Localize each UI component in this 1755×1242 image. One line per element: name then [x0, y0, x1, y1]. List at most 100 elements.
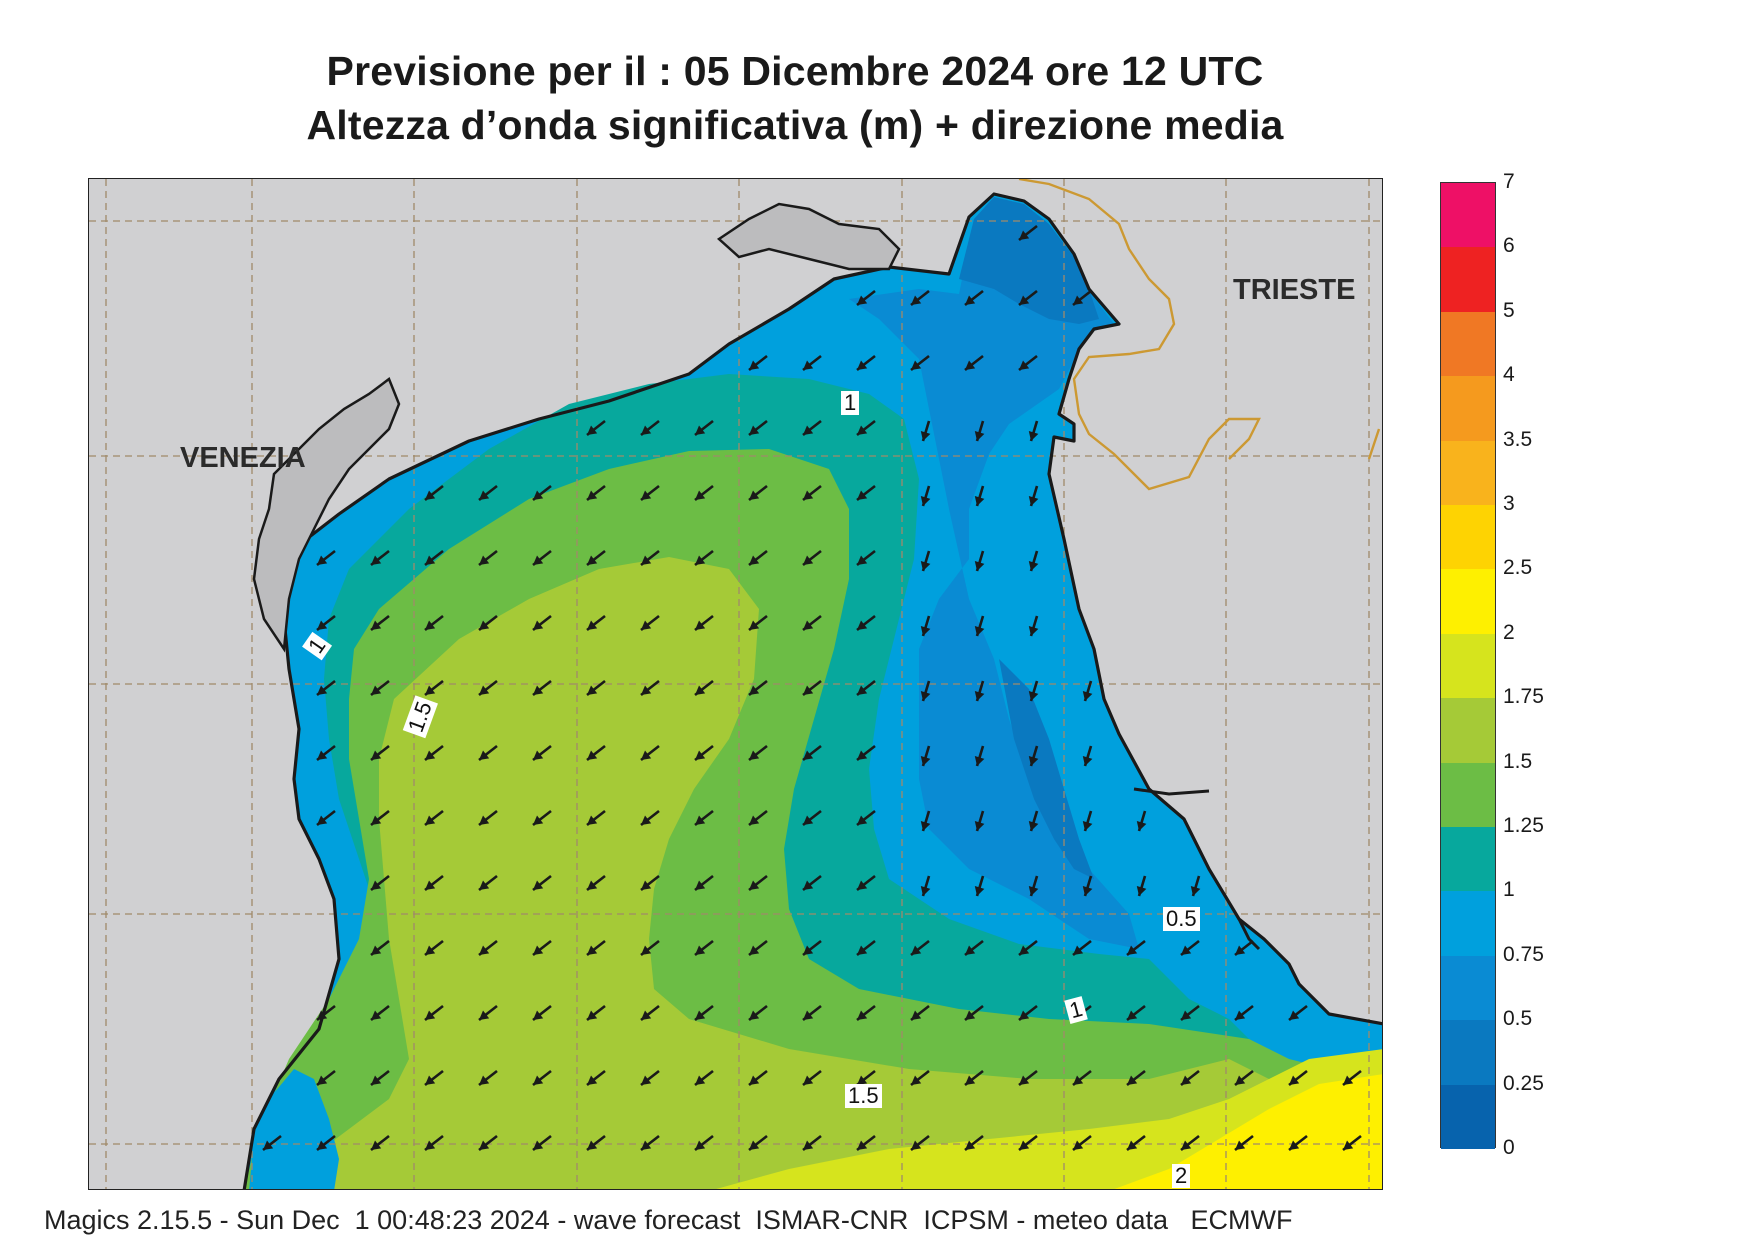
wave-arrow-head: [533, 815, 544, 825]
city-label-venezia: VENEZIA: [180, 442, 306, 474]
wave-arrow-head: [641, 880, 652, 890]
sea-band-2-25: [1114, 1074, 1382, 1189]
wave-arrow-head: [371, 815, 382, 825]
wave-arrow-head: [749, 360, 760, 370]
wave-arrow-head: [803, 685, 814, 695]
wave-arrow-head: [920, 690, 931, 701]
wave-height-map: [88, 178, 1383, 1190]
wave-arrow-head: [317, 555, 328, 565]
wave-arrow-head: [533, 555, 544, 565]
venice-lagoon: [252, 377, 401, 653]
wave-arrow-head: [1019, 295, 1030, 305]
wave-arrow-head: [1082, 755, 1093, 766]
coastline: [287, 192, 1382, 1026]
contour-label: 1: [841, 391, 860, 415]
wave-arrow-head: [1235, 1140, 1246, 1150]
sea-band-15-175: [290, 557, 1382, 1189]
legend-color-band: [1441, 440, 1495, 506]
wave-arrow-head: [1343, 1075, 1354, 1085]
legend-tick-label: 3: [1503, 492, 1515, 515]
wave-arrow-head: [749, 880, 760, 890]
wave-arrow-head: [587, 945, 598, 955]
wave-arrow-head: [533, 880, 544, 890]
wave-arrow-head: [1136, 885, 1147, 896]
legend-tick-label: 7: [1503, 170, 1515, 193]
wave-arrow-head: [1235, 945, 1246, 955]
wave-arrow-head: [695, 555, 706, 565]
wave-arrow-head: [920, 755, 931, 766]
wave-arrow-head: [317, 750, 328, 760]
wave-arrow-head: [317, 620, 328, 630]
wave-arrow-head: [641, 620, 652, 630]
wave-arrow-head: [425, 750, 436, 760]
wave-arrow-head: [1190, 885, 1201, 896]
legend-color-band: [1441, 827, 1495, 892]
wave-arrow-head: [479, 880, 490, 890]
istria-coast-detail: [1133, 787, 1261, 951]
wave-arrow-head: [587, 880, 598, 890]
city-label-trieste: TRIESTE: [1233, 274, 1356, 306]
map-title: Previsione per il : 05 Dicembre 2024 ore…: [326, 48, 1264, 94]
wave-arrow-head: [479, 490, 490, 500]
wave-arrow-head: [1019, 1140, 1030, 1150]
legend-color-band: [1441, 505, 1495, 570]
wave-arrow-head: [1028, 885, 1039, 896]
wave-arrow-head: [911, 1010, 922, 1020]
wave-arrow-head: [1019, 1010, 1030, 1020]
wave-arrow-head: [857, 1140, 868, 1150]
legend-color-band: [1441, 311, 1495, 377]
wave-arrow-head: [1073, 945, 1084, 955]
wave-arrow-head: [1028, 625, 1039, 636]
wave-arrow-head: [587, 555, 598, 565]
legend-tick-label: 0.75: [1503, 942, 1544, 966]
wave-arrow-head: [1127, 1010, 1138, 1020]
wave-arrow-head: [1127, 1140, 1138, 1150]
wave-arrow-head: [371, 1010, 382, 1020]
legend-tick-label: 0.5: [1503, 1007, 1533, 1031]
wave-arrow-head: [587, 1075, 598, 1085]
wave-arrow-head: [857, 620, 868, 630]
wave-arrow-head: [749, 1075, 760, 1085]
sea-band-025-05-east: [999, 659, 1094, 879]
wave-arrow-head: [1019, 945, 1030, 955]
wave-arrow-head: [965, 945, 976, 955]
wave-arrow-head: [425, 1075, 436, 1085]
legend-tick-label: 2: [1503, 620, 1515, 644]
wave-arrow-head: [803, 1140, 814, 1150]
wave-arrow-head: [425, 490, 436, 500]
wave-arrow-head: [803, 880, 814, 890]
legend-tick-label: 6: [1503, 234, 1515, 258]
wave-arrow-head: [1289, 1075, 1300, 1085]
wave-arrow-head: [317, 815, 328, 825]
wave-arrow-head: [974, 625, 985, 636]
wave-arrow-head: [371, 620, 382, 630]
wave-arrow-head: [587, 685, 598, 695]
legend-tick-label: 5: [1503, 298, 1515, 322]
wave-arrow-head: [974, 820, 985, 831]
wave-arrow-head: [533, 750, 544, 760]
wave-arrow-head: [1082, 885, 1093, 896]
legend-color-band: [1441, 1084, 1495, 1150]
wave-arrow-head: [425, 815, 436, 825]
color-scale-legend: [1440, 182, 1496, 1150]
wave-arrow-head: [857, 1075, 868, 1085]
wave-arrow-head: [425, 945, 436, 955]
wave-arrow-head: [479, 685, 490, 695]
wave-arrow-head: [857, 685, 868, 695]
wave-arrow-head: [1073, 1140, 1084, 1150]
sea-band-south-west: [249, 1069, 339, 1189]
coastline-west: [242, 578, 341, 1189]
wave-arrow-head: [587, 425, 598, 435]
wave-arrow-head: [965, 360, 976, 370]
wave-arrow-head: [371, 750, 382, 760]
wave-arrow-head: [317, 1140, 328, 1150]
wave-arrow-head: [695, 620, 706, 630]
wave-arrow-head: [425, 555, 436, 565]
contour-label: 0.5: [1163, 907, 1200, 931]
wave-arrow-head: [371, 945, 382, 955]
wave-arrow-head: [803, 1075, 814, 1085]
wave-arrow-head: [479, 1075, 490, 1085]
wave-arrow-head: [749, 685, 760, 695]
wave-arrow-head: [425, 1010, 436, 1020]
wave-arrow-head: [1235, 1075, 1246, 1085]
